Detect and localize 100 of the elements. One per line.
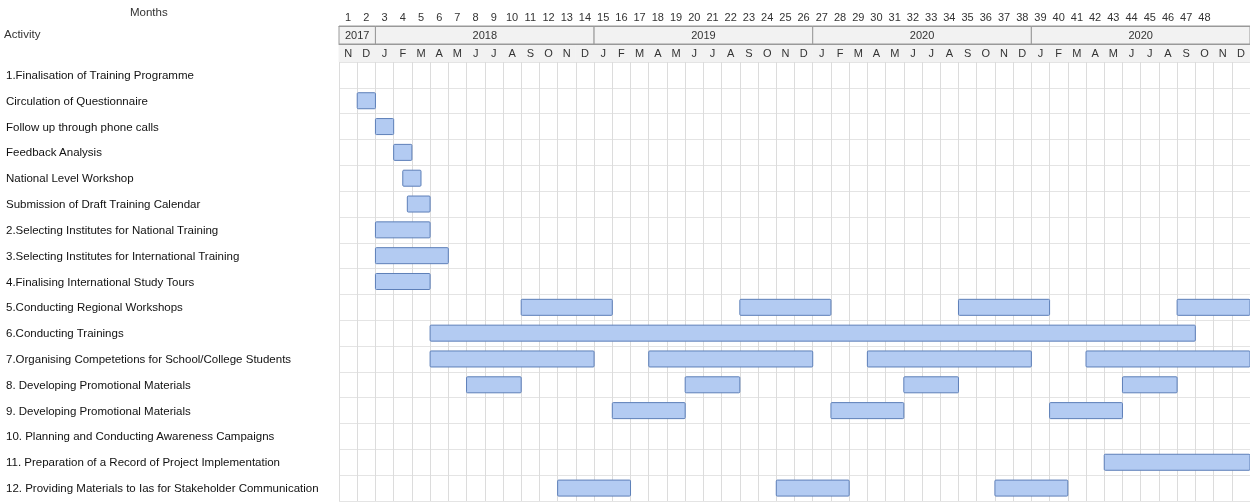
text: N	[1000, 47, 1009, 59]
y-tick-label: Follow up through phone calls	[6, 120, 160, 133]
x-tick-label: 10	[505, 10, 519, 23]
y-tick-label: National Level Workshop	[6, 172, 134, 185]
text: A	[435, 47, 444, 59]
text: S	[963, 47, 972, 59]
x-tick-label: 33	[925, 10, 938, 23]
text: 2020	[909, 29, 935, 41]
text: J	[381, 47, 388, 59]
text: A	[727, 47, 736, 59]
text: A	[872, 47, 881, 59]
text: N	[1218, 47, 1227, 59]
text: S	[1182, 47, 1190, 59]
x-tick-label: 42	[1089, 10, 1102, 23]
x-tick-label: 31	[888, 10, 901, 23]
x-tick-label: 29	[852, 10, 865, 23]
x-tick-label: 19	[669, 10, 683, 23]
text: D	[362, 47, 371, 59]
x-tick-label: 28	[833, 10, 847, 23]
text: M	[853, 47, 863, 59]
x-tick-label: 25	[779, 10, 792, 23]
x-tick-label: 24	[761, 10, 774, 23]
text: J	[910, 47, 916, 59]
text: N	[562, 47, 571, 59]
x-tick-label: 22	[724, 10, 737, 23]
text: M	[1072, 47, 1082, 59]
y-tick-label: 2.Selecting Institutes for National Training	[6, 223, 219, 236]
x-tick-label: 9	[490, 10, 497, 23]
text: O	[544, 47, 554, 59]
text: J	[472, 47, 479, 59]
text: J	[1128, 47, 1135, 59]
text: M	[452, 47, 463, 59]
y-tick-label: 8. Developing Promotional Materials	[6, 378, 191, 391]
text: O	[1200, 47, 1210, 59]
x-tick-label: 40	[1052, 10, 1065, 23]
text: J	[819, 47, 825, 59]
text: J	[1037, 47, 1044, 59]
x-tick-label: 2	[363, 10, 370, 23]
text: J	[709, 47, 716, 59]
x-tick-label: 27	[815, 10, 828, 23]
text: M	[671, 47, 681, 59]
x-tick-label: 35	[961, 10, 974, 23]
text: S	[745, 47, 753, 59]
text: N	[781, 47, 790, 59]
text: M	[635, 47, 645, 59]
x-tick-label: 41	[1070, 10, 1084, 23]
x-tick-label: 48	[1198, 10, 1211, 23]
x-tick-label: 46	[1161, 10, 1175, 23]
text: F	[399, 47, 407, 59]
text: 2017	[344, 29, 370, 41]
x-tick-label: 32	[906, 10, 920, 23]
x-tick-label: 30	[870, 10, 883, 23]
x-tick-label: 11	[524, 10, 537, 23]
x-tick-label: 43	[1107, 10, 1120, 23]
text: F	[618, 47, 626, 59]
y-tick-label: 10. Planning and Conducting Awareness Campaigns	[6, 430, 275, 443]
x-tick-label: 38	[1016, 10, 1029, 23]
x-tick-label: 5	[417, 10, 425, 23]
text: O	[981, 47, 991, 59]
text: M	[1108, 47, 1118, 59]
text: D	[1018, 47, 1027, 59]
x-tick-label: 14	[578, 10, 592, 23]
x-tick-label: 34	[943, 10, 956, 23]
text: A	[945, 47, 954, 59]
x-tick-label: 47	[1180, 10, 1193, 23]
text: A	[1091, 47, 1100, 59]
text: D	[1236, 47, 1245, 59]
x-tick-label: 12	[542, 10, 555, 23]
text: N	[344, 47, 353, 59]
text: 2019	[691, 29, 716, 41]
x-tick-label: 4	[399, 10, 406, 23]
text: A	[1164, 47, 1173, 59]
x-tick-label: 36	[979, 10, 992, 23]
text: J	[1147, 47, 1153, 59]
x-tick-label: 17	[633, 10, 646, 23]
x-tick-label: 13	[560, 10, 573, 23]
y-tick-label: 12. Providing Materials to Ias for Stakeholder Communication	[6, 482, 319, 495]
y-tick-label: 1.Finalisation of Training Programme	[6, 68, 194, 81]
x-tick-label: 23	[742, 10, 756, 23]
x-tick-label: 7	[454, 10, 461, 23]
x-tick-label: 15	[597, 10, 610, 23]
y-tick-label: Feedback Analysis	[6, 146, 103, 159]
y-tick-label: 7.Organising Competetions for School/College Students	[6, 352, 292, 365]
text: F	[1055, 47, 1063, 59]
y-tick-label: 5.Conducting Regional Workshops	[6, 301, 184, 314]
x-tick-label: 20	[688, 10, 701, 23]
y-tick-label: 11. Preparation of a Record of Project Implementation	[6, 456, 281, 469]
text: A	[654, 47, 663, 59]
x-tick-label: 8	[472, 10, 479, 23]
text: O	[762, 47, 772, 59]
text: J	[491, 47, 497, 59]
x-tick-label: 44	[1125, 10, 1138, 23]
x-axis-title: Months	[130, 6, 168, 18]
x-tick-label: 3	[381, 10, 388, 23]
x-tick-label: 6	[436, 10, 443, 23]
y-axis-title: Activity	[4, 28, 41, 40]
text: 2020	[1128, 29, 1153, 41]
text: J	[600, 47, 606, 59]
x-tick-label: 16	[615, 10, 628, 23]
text: S	[526, 47, 534, 59]
